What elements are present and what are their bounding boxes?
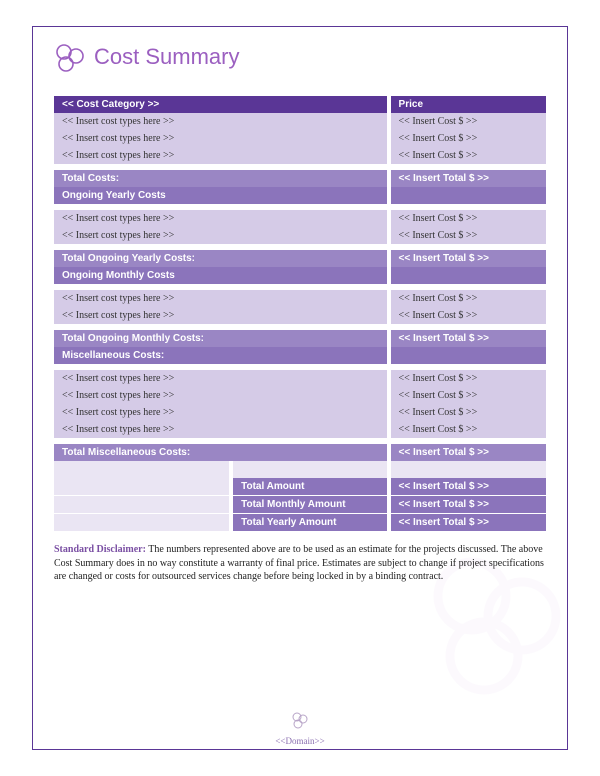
total-label: Total Ongoing Monthly Costs: xyxy=(54,330,389,347)
table-row: << Insert cost types here >> << Insert C… xyxy=(54,290,546,307)
section-heading-row: Ongoing Yearly Costs xyxy=(54,187,546,204)
cost-price-cell: << Insert Cost $ >> xyxy=(389,404,546,421)
section-total-row: Total Costs: << Insert Total $ >> xyxy=(54,170,546,187)
grand-total-row: Total Amount << Insert Total $ >> xyxy=(54,478,546,496)
section-heading-row: Ongoing Monthly Costs xyxy=(54,267,546,284)
table-row: << Insert cost types here >> << Insert C… xyxy=(54,147,546,164)
cost-type-cell: << Insert cost types here >> xyxy=(54,227,389,244)
cost-price-cell: << Insert Cost $ >> xyxy=(389,227,546,244)
total-label: Total Ongoing Yearly Costs: xyxy=(54,250,389,267)
cost-price-cell: << Insert Cost $ >> xyxy=(389,421,546,438)
cost-type-cell: << Insert cost types here >> xyxy=(54,210,389,227)
section-heading: Ongoing Monthly Costs xyxy=(54,267,389,284)
table-row: << Insert cost types here >> << Insert C… xyxy=(54,210,546,227)
cost-type-cell: << Insert cost types here >> xyxy=(54,307,389,324)
footer-circles-icon xyxy=(290,711,310,734)
section-heading-row: Miscellaneous Costs: xyxy=(54,347,546,364)
grand-label: Total Monthly Amount xyxy=(231,496,388,514)
total-value: << Insert Total $ >> xyxy=(389,250,546,267)
disclaimer-paragraph: Standard Disclaimer: The numbers represe… xyxy=(54,543,546,584)
page-footer: <<Domain>> xyxy=(0,711,600,746)
grand-value: << Insert Total $ >> xyxy=(389,478,546,496)
cost-type-cell: << Insert cost types here >> xyxy=(54,421,389,438)
cost-price-cell: << Insert Cost $ >> xyxy=(389,130,546,147)
cost-type-cell: << Insert cost types here >> xyxy=(54,113,389,130)
page-title: Cost Summary xyxy=(94,44,239,70)
disclaimer-label: Standard Disclaimer: xyxy=(54,544,146,555)
table-row: << Insert cost types here >> << Insert C… xyxy=(54,370,546,387)
total-value: << Insert Total $ >> xyxy=(389,170,546,187)
table-row: << Insert cost types here >> << Insert C… xyxy=(54,404,546,421)
section-total-row: Total Ongoing Monthly Costs: << Insert T… xyxy=(54,330,546,347)
grand-total-row: Total Yearly Amount << Insert Total $ >> xyxy=(54,514,546,532)
grand-total-row: Total Monthly Amount << Insert Total $ >… xyxy=(54,496,546,514)
total-label: Total Miscellaneous Costs: xyxy=(54,444,389,461)
header-price: Price xyxy=(389,96,546,113)
section-total-row: Total Ongoing Yearly Costs: << Insert To… xyxy=(54,250,546,267)
total-label: Total Costs: xyxy=(54,170,389,187)
table-row: << Insert cost types here >> << Insert C… xyxy=(54,421,546,438)
cost-price-cell: << Insert Cost $ >> xyxy=(389,370,546,387)
cost-price-cell: << Insert Cost $ >> xyxy=(389,147,546,164)
cost-price-cell: << Insert Cost $ >> xyxy=(389,387,546,404)
table-row: << Insert cost types here >> << Insert C… xyxy=(54,387,546,404)
cost-type-cell: << Insert cost types here >> xyxy=(54,370,389,387)
page-content: Cost Summary << Cost Category >> Price <… xyxy=(54,42,546,584)
cost-type-cell: << Insert cost types here >> xyxy=(54,147,389,164)
circles-icon xyxy=(54,42,88,72)
cost-type-cell: << Insert cost types here >> xyxy=(54,387,389,404)
section-total-row: Total Miscellaneous Costs: << Insert Tot… xyxy=(54,444,546,461)
grand-label: Total Amount xyxy=(231,478,388,496)
cost-price-cell: << Insert Cost $ >> xyxy=(389,290,546,307)
cost-type-cell: << Insert cost types here >> xyxy=(54,290,389,307)
spacer-row xyxy=(54,461,546,478)
cost-price-cell: << Insert Cost $ >> xyxy=(389,210,546,227)
cost-price-cell: << Insert Cost $ >> xyxy=(389,307,546,324)
grand-label: Total Yearly Amount xyxy=(231,514,388,532)
total-value: << Insert Total $ >> xyxy=(389,330,546,347)
grand-value: << Insert Total $ >> xyxy=(389,496,546,514)
grand-value: << Insert Total $ >> xyxy=(389,514,546,532)
total-value: << Insert Total $ >> xyxy=(389,444,546,461)
cost-type-cell: << Insert cost types here >> xyxy=(54,404,389,421)
cost-summary-table: << Cost Category >> Price << Insert cost… xyxy=(54,96,546,531)
table-header-row: << Cost Category >> Price xyxy=(54,96,546,113)
header-category: << Cost Category >> xyxy=(54,96,389,113)
table-row: << Insert cost types here >> << Insert C… xyxy=(54,113,546,130)
table-row: << Insert cost types here >> << Insert C… xyxy=(54,227,546,244)
section-heading: Miscellaneous Costs: xyxy=(54,347,389,364)
table-row: << Insert cost types here >> << Insert C… xyxy=(54,130,546,147)
footer-domain-text: <<Domain>> xyxy=(0,736,600,746)
table-row: << Insert cost types here >> << Insert C… xyxy=(54,307,546,324)
title-row: Cost Summary xyxy=(54,42,546,72)
section-heading: Ongoing Yearly Costs xyxy=(54,187,389,204)
cost-price-cell: << Insert Cost $ >> xyxy=(389,113,546,130)
cost-type-cell: << Insert cost types here >> xyxy=(54,130,389,147)
